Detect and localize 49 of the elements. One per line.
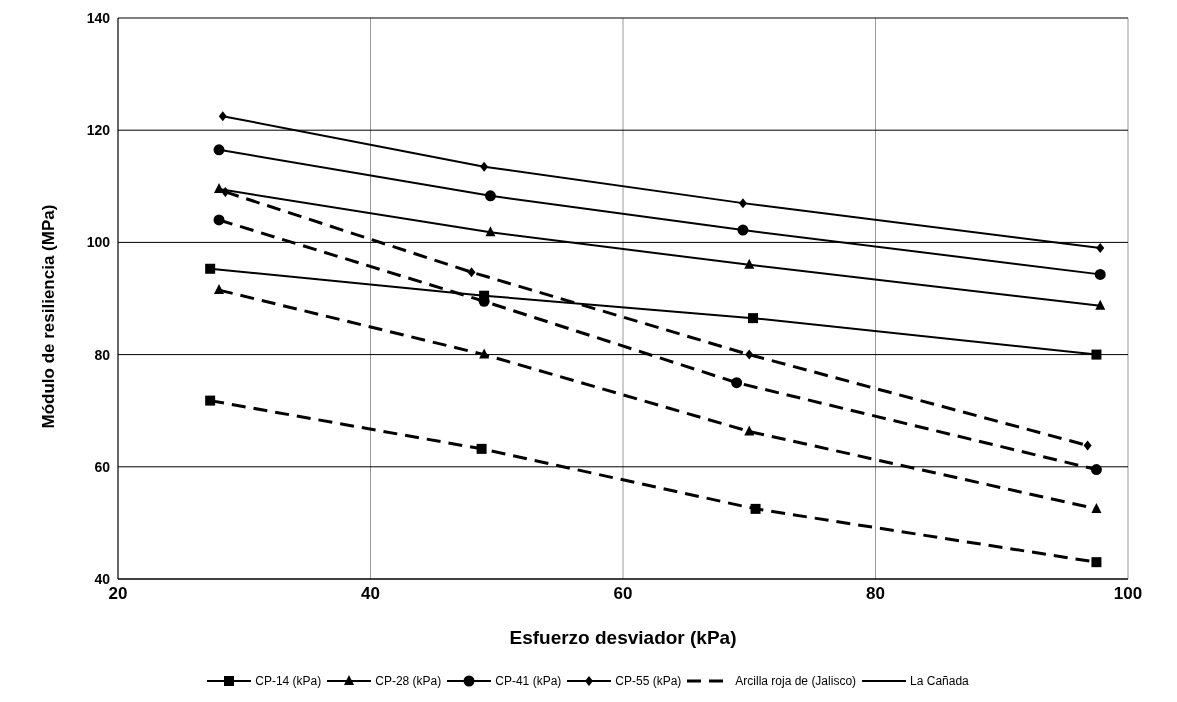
point <box>213 214 225 226</box>
legend-label: CP-14 (kPa) <box>255 674 322 688</box>
legend-label: CP-55 (kPa) <box>615 674 682 688</box>
point <box>485 226 496 237</box>
x-tick-label: 20 <box>108 584 128 604</box>
point <box>1096 243 1105 254</box>
point <box>1094 268 1106 280</box>
point <box>737 224 749 236</box>
legend-label: Arcilla roja de (Jalisco) <box>735 674 857 688</box>
point <box>744 258 755 269</box>
point <box>1083 440 1092 451</box>
point <box>214 183 224 194</box>
legend-label: CP-28 (kPa) <box>375 674 442 688</box>
point <box>738 198 747 209</box>
point <box>748 313 759 324</box>
point <box>467 267 476 278</box>
point <box>221 186 230 197</box>
point <box>205 395 216 406</box>
point <box>1091 349 1102 360</box>
point <box>484 190 496 202</box>
point <box>213 144 225 156</box>
legend-label: La Cañada <box>910 674 969 688</box>
point <box>218 111 227 122</box>
point <box>745 349 754 360</box>
x-tick-label: 80 <box>866 584 885 604</box>
y-tick-label: 40 <box>94 570 111 587</box>
point <box>1090 464 1102 476</box>
x-tick-label: 60 <box>613 584 633 604</box>
point <box>476 443 487 454</box>
point <box>480 161 489 172</box>
point <box>214 284 224 295</box>
y-tick-label: 100 <box>86 234 111 251</box>
y-tick-label: 120 <box>86 122 111 139</box>
y-tick-label: 60 <box>94 458 111 475</box>
y-tick-label: 140 <box>86 9 111 26</box>
x-axis-title: Esfuerzo desviador (kPa) <box>509 627 737 648</box>
x-tick-label: 40 <box>361 584 380 604</box>
point <box>750 503 761 514</box>
x-tick-label: 100 <box>1113 584 1143 604</box>
point <box>479 348 490 359</box>
point <box>1091 502 1102 513</box>
point <box>731 377 743 389</box>
point <box>1091 557 1102 568</box>
point <box>205 263 216 274</box>
legend-label: CP-41 (kPa) <box>495 674 562 688</box>
y-axis-title: Módulo de resiliencia (MPa) <box>39 204 59 429</box>
point <box>1095 299 1106 310</box>
point <box>744 425 755 436</box>
y-tick-label: 80 <box>94 346 111 363</box>
